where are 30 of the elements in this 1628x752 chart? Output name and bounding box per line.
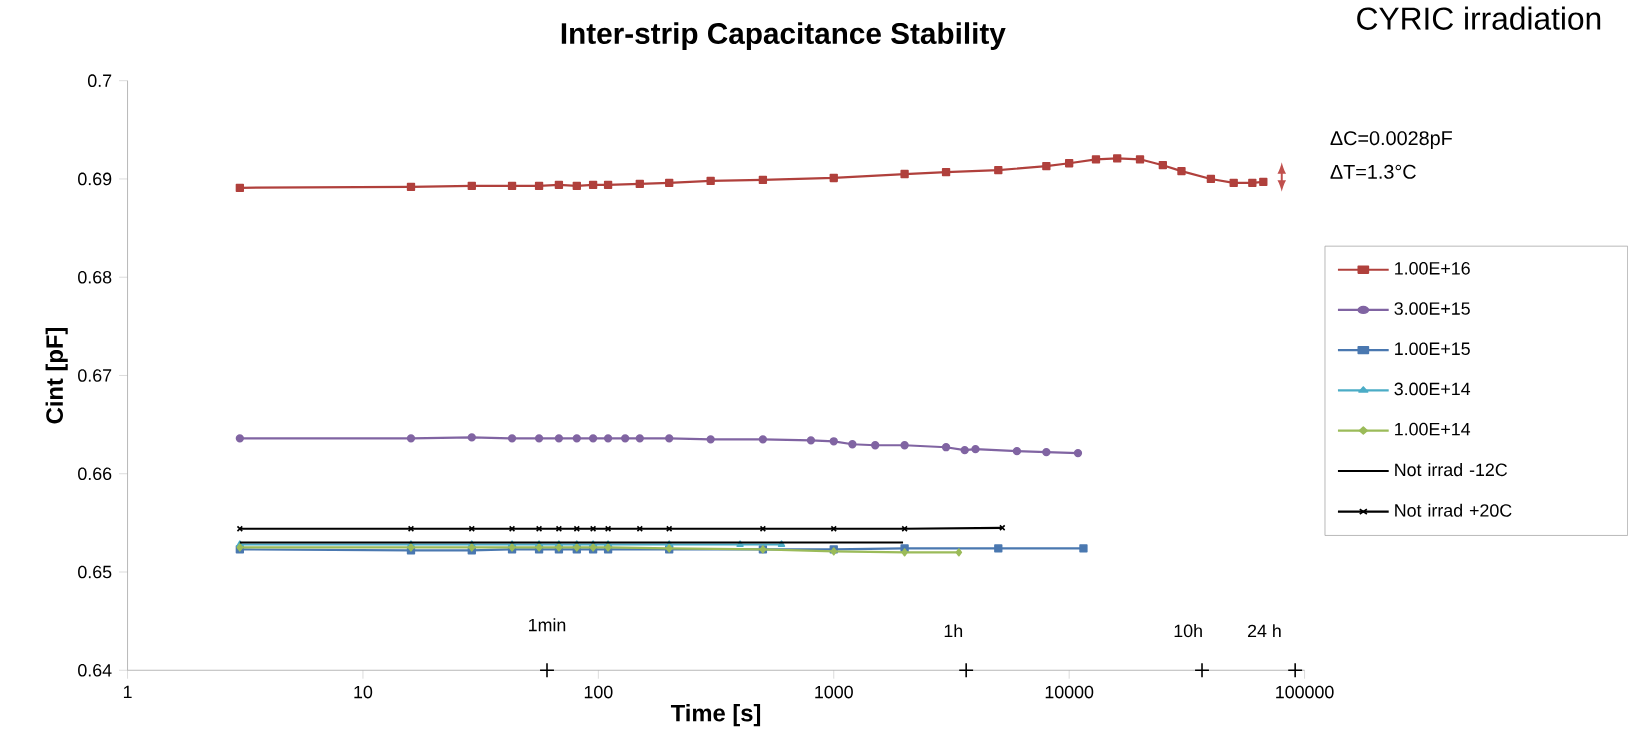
legend-label: 1.00E+16 (1395, 262, 1470, 275)
x-tick-label: 100 (584, 685, 613, 699)
text: ΔC=0.0028pF (1330, 131, 1452, 150)
x-tick-label: 1000 (815, 685, 853, 699)
legend-label: 3.00E+15 (1394, 302, 1470, 316)
x-tick-label: 10 (354, 685, 373, 699)
y-tick-label: 0.69 (78, 172, 112, 186)
y-axis-title: Cint [pF] (45, 328, 68, 424)
x-tick-label: 1 (123, 685, 132, 699)
y-tick-label: 0.68 (78, 271, 112, 284)
annotation: 10h (1174, 624, 1202, 638)
y-tick-label: 0.65 (78, 565, 112, 579)
legend-label: Not irrad -12C (1395, 463, 1508, 477)
legend-label: 1.00E+15 (1395, 342, 1470, 356)
annotation: 1h (944, 624, 963, 638)
annotation: 1min (529, 618, 566, 632)
annotation: 24 h (1247, 624, 1281, 638)
x-tick-label: 10000 (1045, 685, 1094, 699)
legend-label: 1.00E+14 (1395, 423, 1471, 436)
chart-title: Inter-strip Capacitance Stability (561, 22, 1006, 51)
legend-label: Not irrad +20C (1395, 503, 1512, 518)
y-tick-label: 0.66 (78, 467, 112, 481)
y-tick-label: 0.67 (78, 369, 112, 383)
x-axis-title: Time [s] (670, 704, 761, 727)
y-tick-label: 0.7 (87, 74, 112, 88)
x-tick-label: 100000 (1276, 685, 1334, 699)
y-tick-label: 0.64 (78, 664, 112, 677)
legend-label: 3.00E+14 (1394, 382, 1471, 396)
text: ΔT=1.3°C (1330, 165, 1416, 180)
text: CYRIC irradiation (1357, 6, 1601, 31)
